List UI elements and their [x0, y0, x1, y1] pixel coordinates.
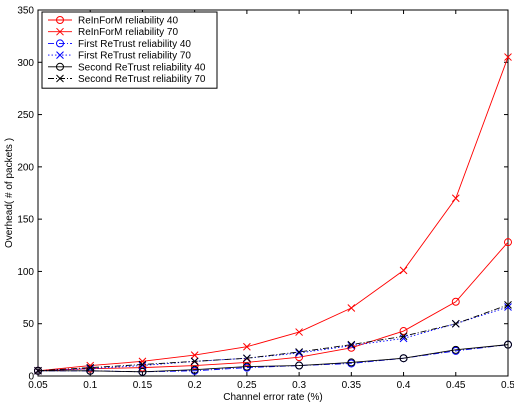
data-point: [399, 334, 408, 343]
legend-swatch-marker: [56, 39, 64, 48]
data-point: [347, 340, 356, 349]
data-point: [295, 348, 303, 356]
legend-swatch-marker: [56, 74, 64, 83]
data-point: [295, 361, 304, 370]
data-point: [347, 358, 356, 367]
data-point: [34, 366, 42, 375]
data-point: [504, 238, 512, 247]
y-axis-label: Overhead( # of packets ): [4, 138, 15, 248]
data-point: [347, 341, 356, 350]
y-tick-label: 250: [17, 110, 34, 121]
data-point: [347, 304, 356, 312]
x-tick-label: 0.25: [237, 380, 257, 391]
data-point: [504, 303, 512, 311]
legend-entry: Second ReTrust reliability 40: [48, 62, 206, 73]
x-tick-label: 0.45: [446, 380, 466, 391]
data-point: [243, 354, 251, 363]
legend-label: ReInForM reliability 40: [78, 16, 178, 27]
legend-label: First ReTrust reliability 40: [78, 39, 191, 50]
data-point: [295, 328, 303, 336]
x-tick-label: 0.4: [397, 380, 411, 391]
y-tick-label: 50: [23, 319, 35, 330]
series-line: [37, 241, 509, 372]
data-point: [138, 361, 147, 370]
series-6: [34, 301, 512, 375]
y-tick-label: 0: [28, 372, 34, 383]
x-tick-label: 0.05: [28, 380, 48, 391]
x-axis-label: Channel error rate (%): [223, 392, 322, 403]
y-tick-label: 200: [17, 162, 34, 173]
legend-swatch-marker: [56, 51, 64, 59]
legend-entry: ReInForM reliability 40: [48, 16, 178, 27]
legend-swatch-marker: [56, 27, 64, 36]
data-point: [399, 354, 408, 363]
data-point: [190, 351, 199, 359]
series-layer: [34, 53, 512, 376]
data-point: [451, 194, 460, 203]
data-point: [399, 332, 408, 341]
x-tick-label: 0.3: [292, 380, 306, 391]
data-point: [504, 340, 512, 349]
legend-entry: Second ReTrust reliability 70: [48, 74, 206, 85]
legend-label: ReInForM reliability 70: [78, 27, 178, 38]
data-point: [243, 342, 251, 351]
x-axis: 0.05 0.1 0.15 0.2 0.25 0.3 0.35 0.4 0.45 0.5: [28, 10, 514, 391]
plot-frame: [37, 9, 509, 377]
data-point: [399, 327, 408, 336]
data-point: [295, 349, 303, 357]
data-point: [86, 363, 95, 372]
data-point: [190, 365, 199, 374]
legend-label: Second ReTrust reliability 40: [78, 62, 206, 73]
y-axis: 0 50 100 150 200 250 300 350: [17, 6, 508, 383]
y-tick-label: 150: [17, 215, 34, 226]
series-2: [34, 53, 512, 375]
data-point: [138, 367, 147, 376]
series-line: [37, 56, 509, 372]
data-point: [242, 362, 251, 371]
legend-entry: ReInForM reliability 70: [48, 27, 178, 38]
y-tick-label: 100: [17, 267, 34, 278]
y-tick-label: 300: [17, 58, 34, 69]
series-line: [37, 304, 509, 372]
legend-entry: First ReTrust reliability 40: [48, 39, 191, 50]
legend-box: [41, 11, 218, 89]
data-point: [399, 266, 408, 275]
legend-entry: First ReTrust reliability 70: [48, 51, 191, 62]
data-point: [451, 319, 460, 328]
x-tick-label: 0.35: [342, 380, 362, 391]
data-point: [504, 301, 512, 309]
data-point: [138, 360, 147, 369]
data-point: [451, 297, 460, 306]
data-point: [504, 53, 512, 61]
legend-label: First ReTrust reliability 70: [78, 51, 191, 62]
legend-swatch-marker: [56, 62, 64, 71]
x-tick-label: 0.2: [188, 380, 202, 391]
series-line: [37, 306, 509, 372]
x-tick-label: 0.15: [133, 380, 153, 391]
series-line: [38, 344, 509, 373]
x-tick-label: 0.5: [501, 380, 514, 391]
data-point: [451, 345, 460, 354]
x-tick-label: 0.1: [83, 380, 97, 391]
y-tick-label: 350: [17, 6, 34, 17]
legend-swatch-marker: [56, 16, 64, 24]
legend-label: Second ReTrust reliability 70: [78, 74, 206, 85]
data-point: [190, 357, 199, 366]
